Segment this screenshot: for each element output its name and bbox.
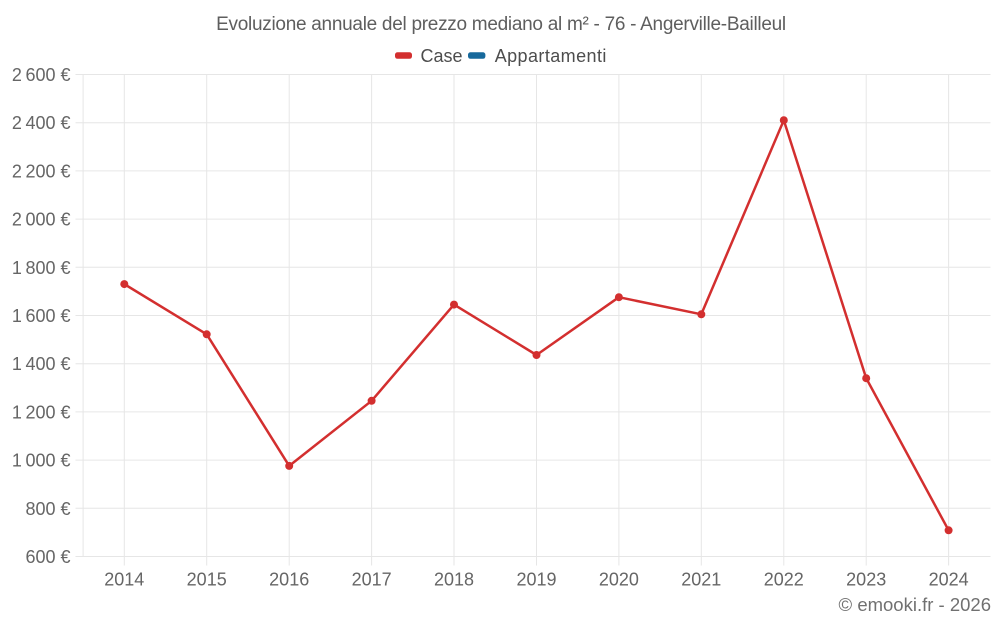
svg-text:© emooki.fr - 2026: © emooki.fr - 2026 — [839, 594, 991, 615]
svg-text:1 800 €: 1 800 € — [12, 258, 71, 278]
svg-text:2021: 2021 — [681, 570, 721, 590]
svg-text:1 400 €: 1 400 € — [12, 354, 71, 374]
svg-text:2024: 2024 — [929, 570, 969, 590]
svg-text:2017: 2017 — [352, 570, 392, 590]
svg-text:2 400 €: 2 400 € — [12, 113, 71, 133]
svg-text:Appartamenti: Appartamenti — [495, 46, 607, 66]
svg-text:1 200 €: 1 200 € — [12, 402, 71, 422]
svg-text:Case: Case — [421, 46, 463, 66]
svg-text:1 600 €: 1 600 € — [12, 306, 71, 326]
svg-text:2019: 2019 — [516, 570, 556, 590]
svg-text:2 000 €: 2 000 € — [12, 210, 71, 230]
svg-text:2015: 2015 — [187, 570, 227, 590]
svg-text:2014: 2014 — [104, 570, 144, 590]
svg-text:2 200 €: 2 200 € — [12, 161, 71, 181]
svg-text:2016: 2016 — [269, 570, 309, 590]
svg-text:2023: 2023 — [846, 570, 886, 590]
svg-text:2018: 2018 — [434, 570, 474, 590]
svg-text:800 €: 800 € — [25, 499, 70, 519]
svg-text:600 €: 600 € — [25, 547, 70, 567]
svg-text:1 000 €: 1 000 € — [12, 451, 71, 471]
svg-text:2022: 2022 — [764, 570, 804, 590]
svg-text:Evoluzione annuale del prezzo: Evoluzione annuale del prezzo mediano al… — [216, 14, 786, 35]
svg-text:2 600 €: 2 600 € — [12, 65, 71, 85]
svg-text:2020: 2020 — [599, 570, 639, 590]
